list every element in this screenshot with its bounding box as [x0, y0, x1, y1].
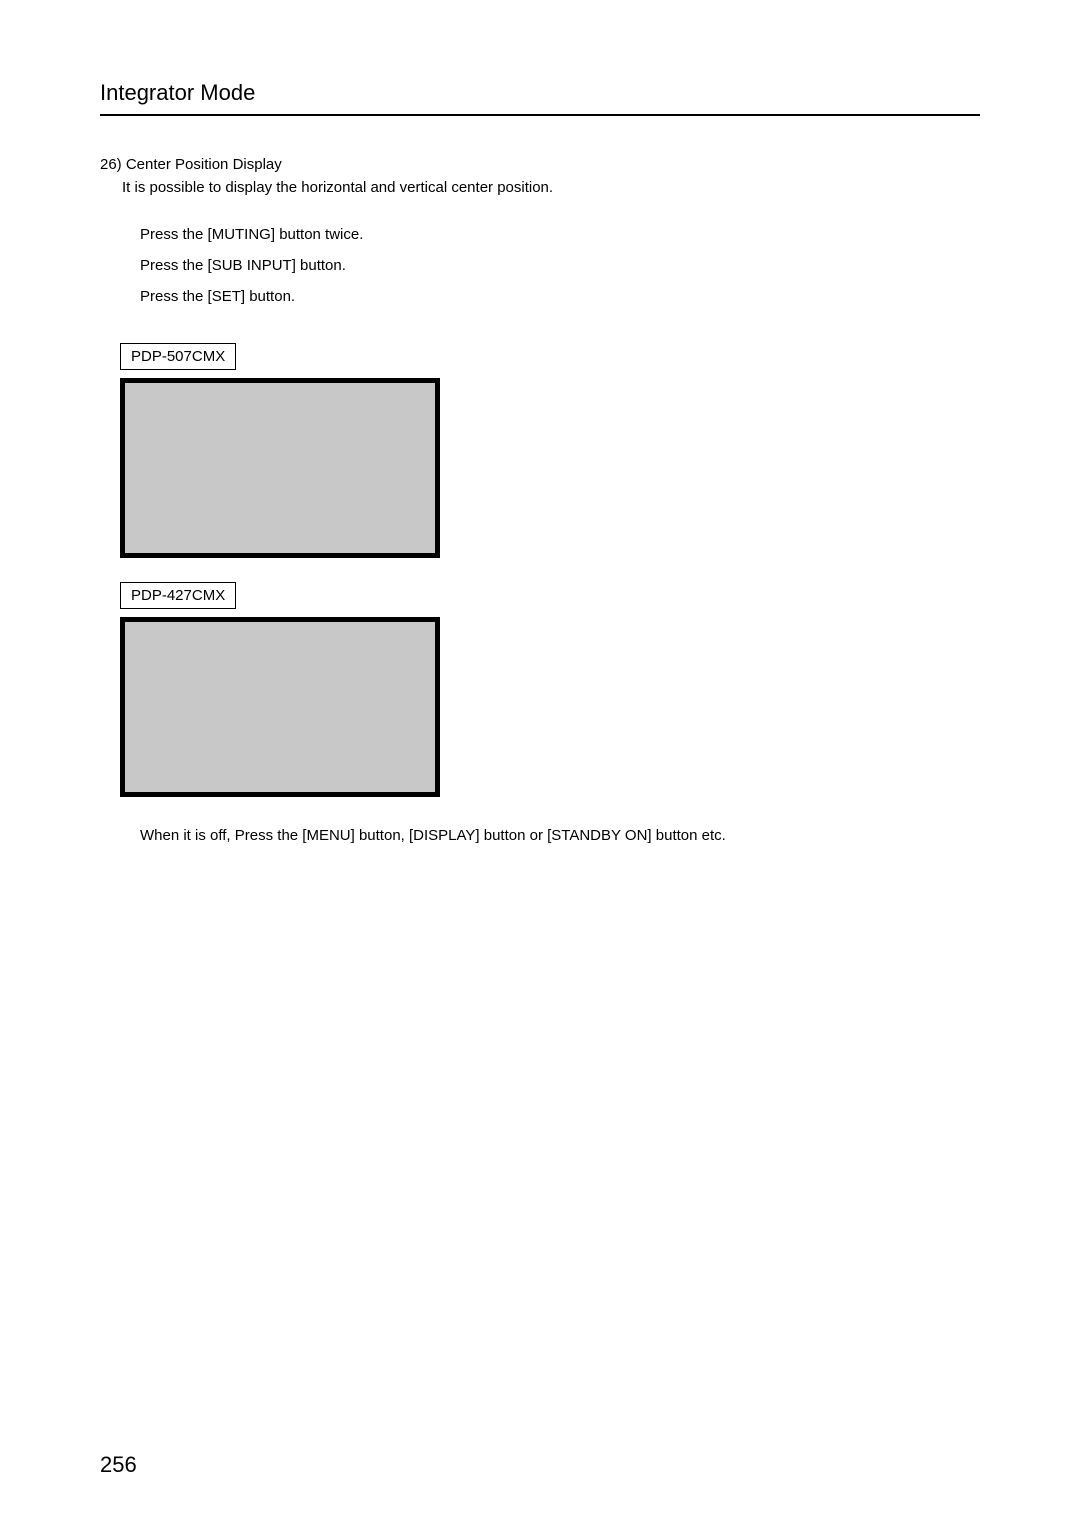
step-2: Press the [SUB INPUT] button.	[100, 257, 980, 274]
model-427-label: PDP-427CMX	[120, 582, 236, 609]
item-heading: 26) Center Position Display	[100, 156, 980, 173]
display-box-427	[120, 617, 440, 797]
model-507-section: PDP-507CMX	[100, 319, 980, 558]
page-number: 256	[100, 1452, 137, 1478]
model-427-section: PDP-427CMX	[100, 558, 980, 797]
section-title: Integrator Mode	[100, 80, 980, 116]
step-1: Press the [MUTING] button twice.	[100, 226, 980, 243]
bottom-note: When it is off, Press the [MENU] button,…	[100, 827, 980, 844]
item-description: It is possible to display the horizontal…	[100, 179, 980, 196]
model-507-label: PDP-507CMX	[120, 343, 236, 370]
step-3: Press the [SET] button.	[100, 288, 980, 305]
display-box-507	[120, 378, 440, 558]
